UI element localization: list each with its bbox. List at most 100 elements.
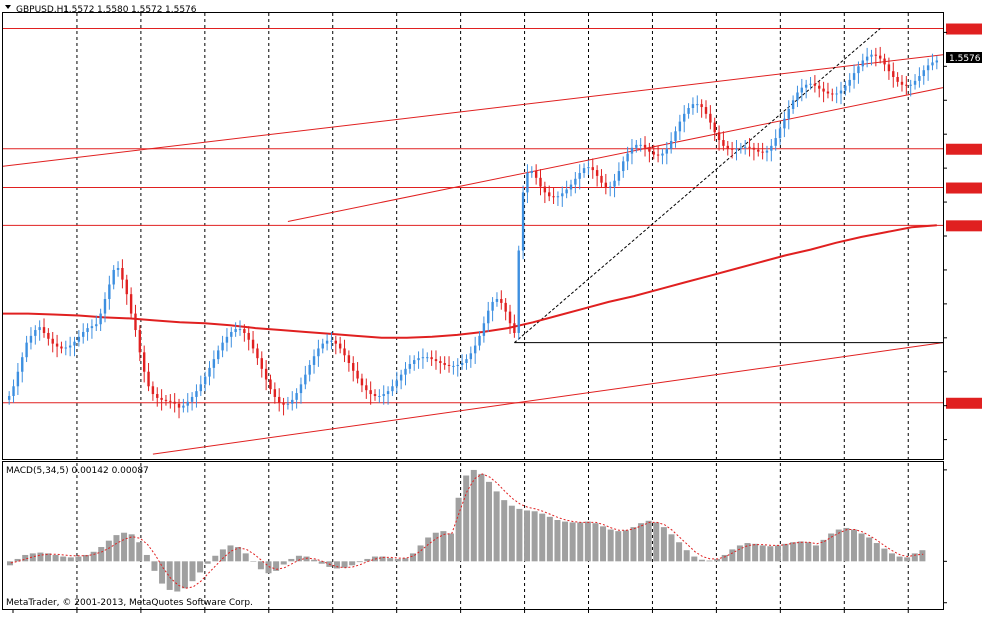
candle-body xyxy=(34,330,37,336)
macd-bar xyxy=(919,550,926,562)
macd-bar xyxy=(273,561,280,571)
chart-header: GBPUSD,H1 1.5572 1.5580 1.5572 1.5576 xyxy=(5,5,197,15)
macd-bar xyxy=(676,542,683,562)
macd-bar xyxy=(425,537,432,562)
macd-bar xyxy=(90,551,97,562)
macd-bar xyxy=(364,558,371,562)
level-price-tag xyxy=(946,182,982,194)
macd-bar xyxy=(136,542,143,562)
moving-average-line xyxy=(3,224,937,339)
macd-bar xyxy=(744,543,751,562)
candle-body xyxy=(125,279,128,295)
candle-body xyxy=(47,332,50,339)
macd-bar xyxy=(455,497,462,562)
candle-body xyxy=(743,146,747,148)
candle-body xyxy=(378,395,381,397)
candle-body xyxy=(582,168,586,173)
candle-body xyxy=(273,389,277,397)
macd-bar xyxy=(394,558,401,562)
candle-body xyxy=(722,140,725,146)
macd-bar xyxy=(607,529,614,562)
macd-bar xyxy=(866,537,873,562)
candle-body xyxy=(352,363,355,371)
macd-bar xyxy=(417,545,424,562)
macd-bar xyxy=(516,508,523,562)
candle-body xyxy=(212,359,216,368)
candle-body xyxy=(77,336,81,342)
candle-body xyxy=(295,393,298,400)
candle-body xyxy=(460,363,464,365)
macd-bar xyxy=(311,559,318,562)
macd-bar xyxy=(828,533,835,562)
trendlines xyxy=(2,28,944,455)
macd-bar xyxy=(668,534,675,562)
macd-bar xyxy=(303,556,310,562)
macd-bar xyxy=(379,556,386,562)
macd-bar xyxy=(562,521,569,562)
candle-body xyxy=(879,55,882,59)
macd-bar xyxy=(242,553,249,562)
macd-bar xyxy=(235,547,242,562)
candle-body xyxy=(800,87,804,93)
macd-bar xyxy=(22,554,29,562)
candle-body xyxy=(635,144,638,148)
candle-body xyxy=(608,186,612,188)
candle-body xyxy=(256,348,259,359)
macd-bar xyxy=(600,526,607,562)
candle-body xyxy=(539,177,542,187)
candle-body xyxy=(360,378,364,386)
macd-bar xyxy=(873,543,880,562)
candle-body xyxy=(112,269,115,285)
candle-body xyxy=(356,370,359,379)
candle-body xyxy=(896,76,899,82)
macd-bar xyxy=(904,557,911,562)
macd-bar xyxy=(486,481,493,562)
macd-bar xyxy=(219,549,226,562)
candle-body xyxy=(857,66,860,74)
candle-body xyxy=(382,394,385,396)
candle-body xyxy=(413,360,416,364)
candle-body xyxy=(217,350,220,360)
macd-bar xyxy=(447,533,454,562)
macd-bar xyxy=(729,549,736,562)
candle-body xyxy=(513,323,516,333)
macd-bar xyxy=(29,553,36,562)
candle-body xyxy=(60,346,63,349)
candle-body xyxy=(630,147,634,154)
candle-body xyxy=(526,172,529,193)
candle-body xyxy=(578,172,581,179)
candle-body xyxy=(108,284,111,300)
candle-body xyxy=(452,365,455,367)
macd-bar xyxy=(622,530,629,562)
candle-body xyxy=(417,358,420,361)
candle-body xyxy=(386,391,390,395)
candle-body xyxy=(99,313,102,325)
candle-body xyxy=(600,175,603,183)
candle-body xyxy=(887,64,891,72)
candle-body xyxy=(116,267,120,270)
candle-body xyxy=(369,390,372,395)
candle-body xyxy=(774,138,777,146)
candle-body xyxy=(495,299,499,302)
macd-bar xyxy=(698,559,705,562)
macd-bar xyxy=(189,561,196,582)
level-price-tag xyxy=(946,143,982,155)
candle-body xyxy=(391,386,394,392)
high-price: 1.5580 xyxy=(97,5,129,15)
macd-bar xyxy=(265,561,272,574)
candle-body xyxy=(626,153,629,162)
candle-body xyxy=(234,329,237,332)
candle-body xyxy=(504,302,507,312)
macd-bar xyxy=(843,527,850,562)
candle-body xyxy=(905,84,908,86)
candle-body xyxy=(456,364,459,366)
candle-body xyxy=(465,359,468,364)
candle-body xyxy=(247,332,250,340)
candle-body xyxy=(347,355,351,364)
low-price: 1.5572 xyxy=(131,5,163,15)
macd-bar xyxy=(432,532,439,562)
candle-body xyxy=(238,329,242,331)
dropdown-triangle-icon[interactable] xyxy=(5,5,11,9)
candle-body xyxy=(813,83,817,86)
candle-body xyxy=(186,401,189,406)
